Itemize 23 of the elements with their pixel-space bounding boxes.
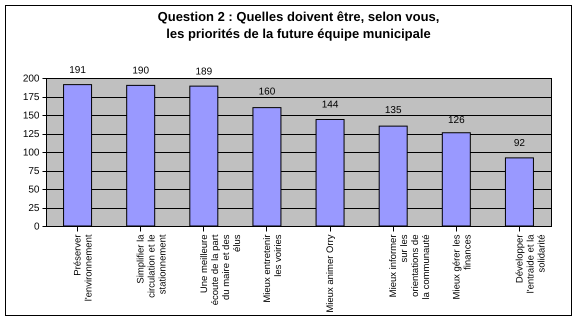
data-label: 189 — [195, 66, 213, 78]
x-tick-label: Mieux animer Orry — [325, 234, 336, 313]
y-tick-label: 50 — [28, 184, 40, 196]
y-tick-label: 0 — [34, 222, 40, 232]
data-label: 135 — [384, 105, 402, 116]
x-tick-label: Développer l'entraide et la solidarité — [514, 234, 548, 294]
y-tick-label: 150 — [22, 110, 40, 122]
chart-title: Question 2 : Quelles doivent être, selon vous, les priorités de la future équipe municipale — [158, 8, 440, 41]
data-label: 144 — [322, 100, 339, 111]
data-label: 190 — [132, 66, 150, 77]
y-tick-label: 175 — [22, 92, 40, 103]
y-tick-label: 100 — [22, 148, 40, 158]
data-label: 126 — [448, 114, 466, 126]
x-tick-label: Mieux informer sur les orientations de la communauté — [388, 234, 432, 300]
y-tick-label: 25 — [28, 203, 40, 214]
data-label: 191 — [69, 64, 86, 76]
y-tick-label: 75 — [28, 166, 40, 177]
data-label: 160 — [258, 86, 276, 98]
y-tick-label: 125 — [22, 129, 40, 140]
x-tick-label: Préserver l'environnement — [72, 234, 95, 302]
data-label: 92 — [514, 138, 526, 150]
x-tick-label: Une meilleure écoute de la part du maire et des élus — [198, 234, 243, 306]
y-tick-label: 200 — [22, 74, 40, 84]
